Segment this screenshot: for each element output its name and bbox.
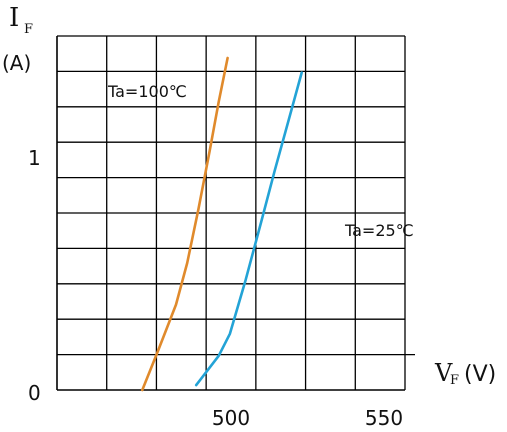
y-tick-label-0: 0 (28, 381, 41, 405)
y-tick-label-1: 1 (28, 146, 41, 170)
y-axis-label-main: I (9, 3, 19, 33)
y-axis-label-sub: F (24, 22, 33, 37)
x-tick-label-500: 500 (212, 406, 250, 430)
x-tick-label-550: 550 (365, 406, 403, 430)
y-axis-label-unit: (A) (2, 51, 31, 75)
annotation-ta-25: Ta=25℃ (344, 221, 414, 240)
annotation-ta-100: Ta=100℃ (107, 82, 187, 101)
x-axis-label-unit: (V) (464, 362, 496, 387)
x-axis-label-sub: F (450, 373, 459, 388)
x-axis-label-main: V (434, 359, 453, 387)
series-line-ta-100 (141, 56, 229, 392)
series-line-ta-25 (194, 71, 304, 387)
series-layer (141, 56, 304, 392)
grid (56, 35, 415, 391)
